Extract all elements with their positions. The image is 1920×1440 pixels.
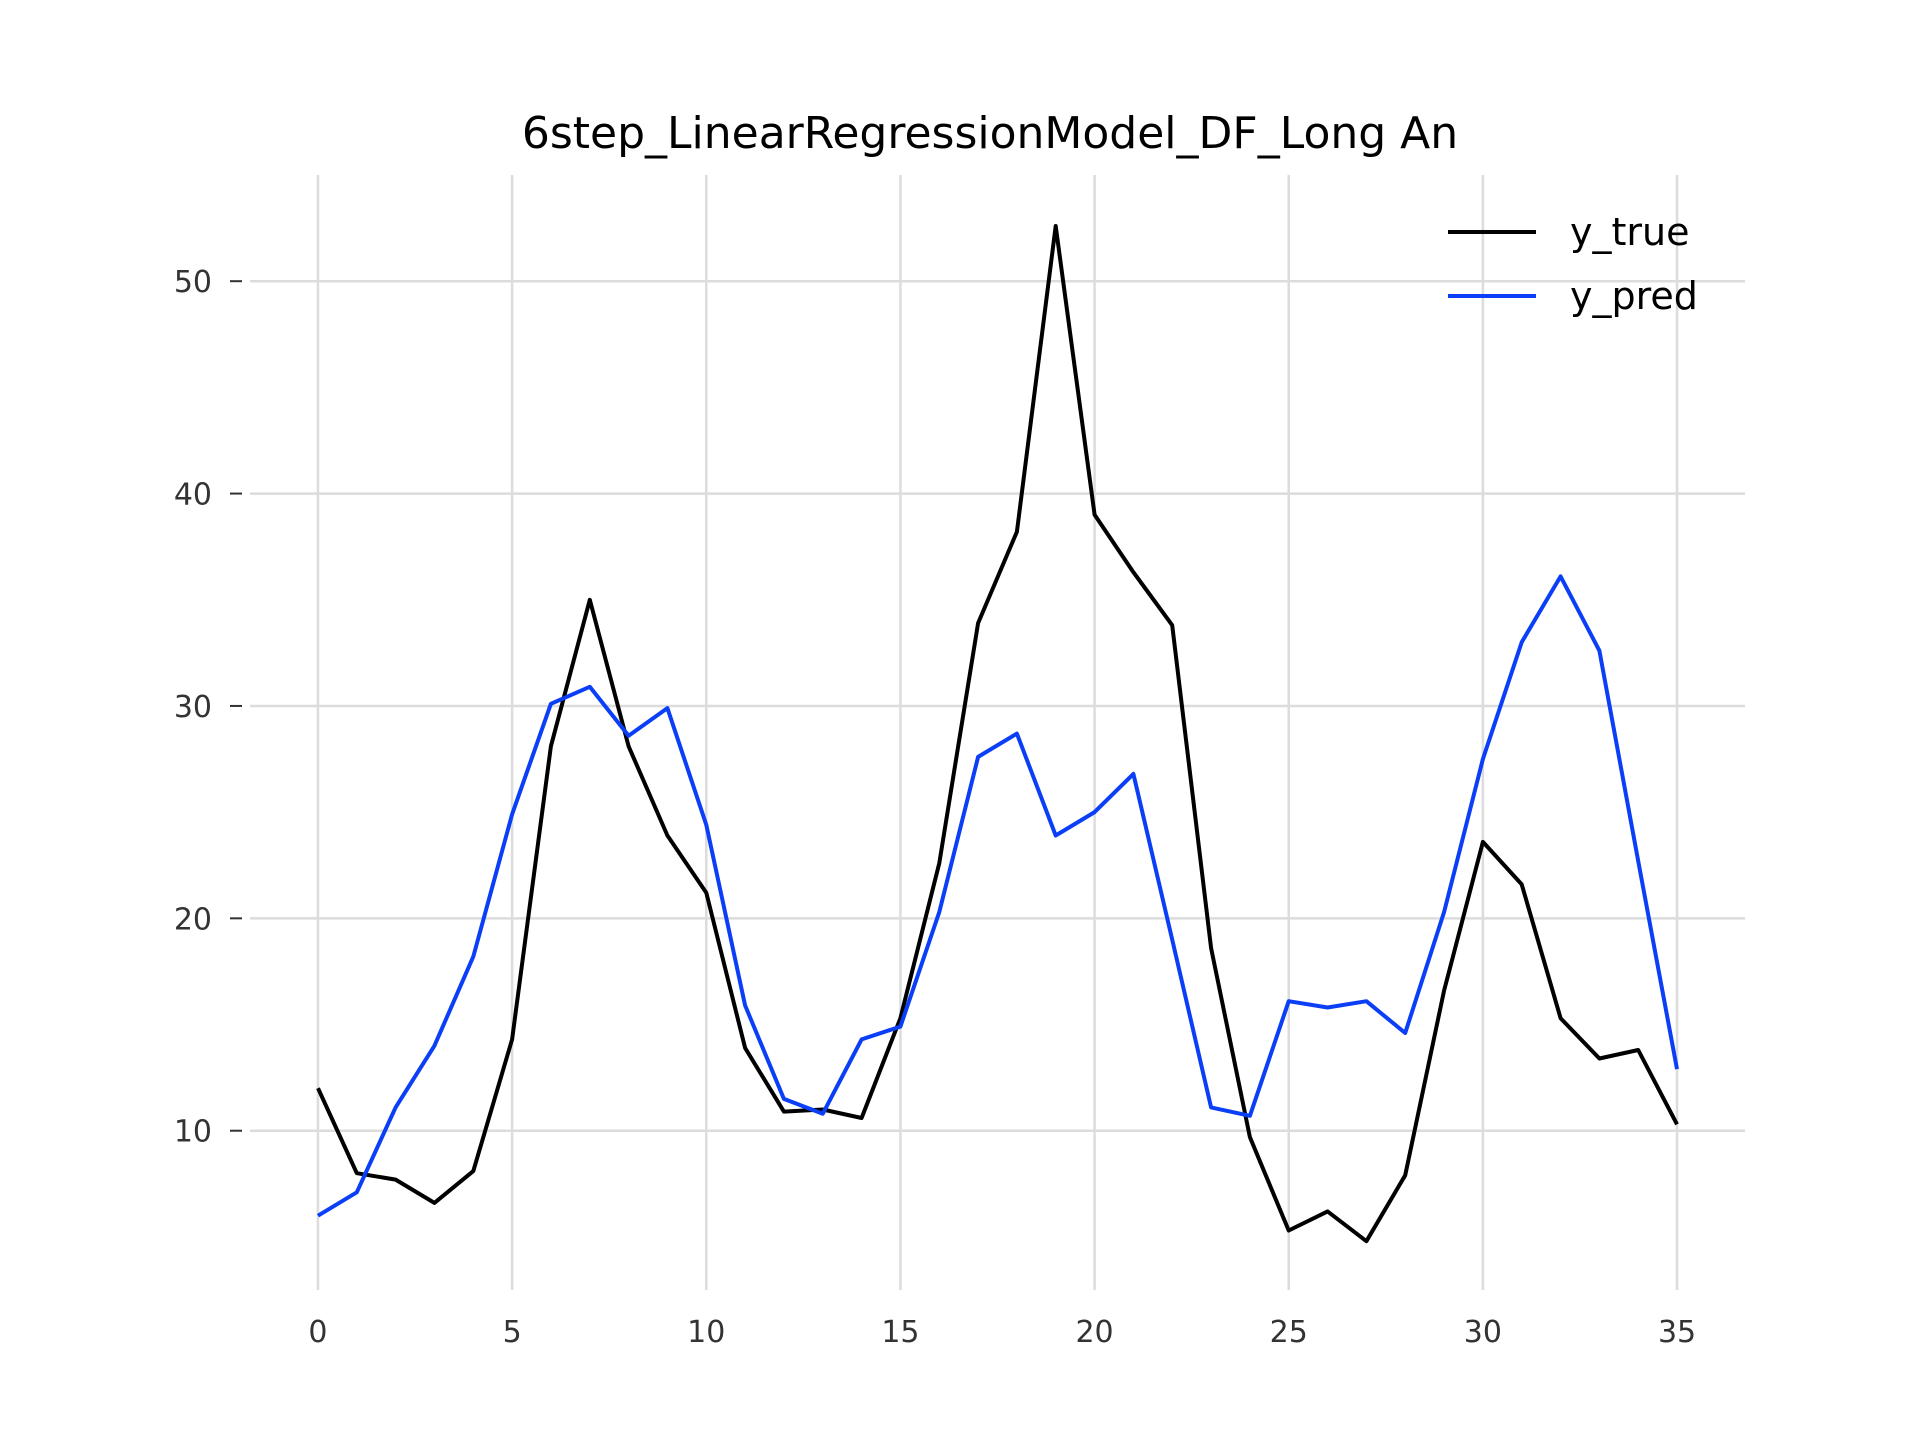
x-tick-label: 0: [308, 1315, 327, 1350]
y-tick-label: 20: [174, 902, 212, 937]
axis-ticks: 0 5 10 15 20 25 30 35 10 20 30 40 50: [174, 265, 1696, 1350]
x-tick-label: 25: [1270, 1315, 1308, 1350]
series-lines: [316, 224, 1679, 1244]
grid: [250, 175, 1745, 1290]
y-tick-label: 50: [174, 265, 212, 300]
legend-label-y-true: y_true: [1570, 210, 1689, 254]
series-line-y-pred: [316, 574, 1679, 1218]
x-tick-label: 20: [1075, 1315, 1113, 1350]
legend-label-y-pred: y_pred: [1570, 274, 1698, 318]
series-line-y-true: [316, 224, 1679, 1244]
legend: y_true y_pred: [1448, 210, 1698, 318]
chart-title: 6step_LinearRegressionModel_DF_Long An: [522, 108, 1458, 159]
x-tick-label: 15: [881, 1315, 919, 1350]
x-tick-label: 30: [1464, 1315, 1502, 1350]
y-tick-label: 10: [174, 1115, 212, 1150]
x-tick-label: 10: [687, 1315, 725, 1350]
y-tick-label: 40: [174, 478, 212, 513]
x-tick-label: 5: [503, 1315, 522, 1350]
x-tick-label: 35: [1658, 1315, 1696, 1350]
y-tick-label: 30: [174, 690, 212, 725]
